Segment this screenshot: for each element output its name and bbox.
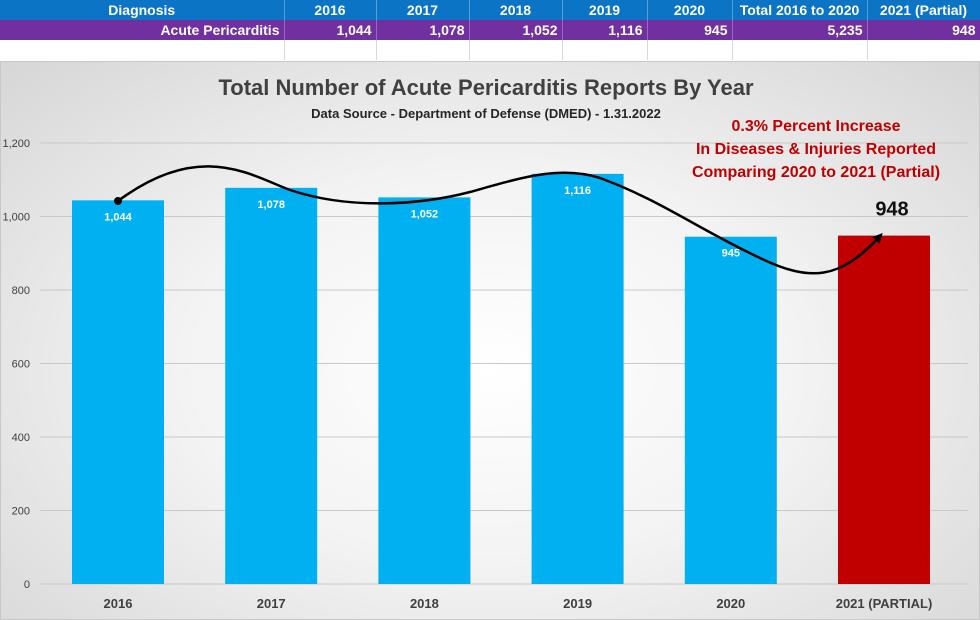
spreadsheet-table: Diagnosis 2016 2017 2018 2019 2020 Total 2016 … [0,0,980,60]
y-tick-label: 200 [12,506,30,518]
chart-title: Total Number of Acute Pericarditis Repor… [218,75,754,100]
bar-data-label: 1,052 [411,208,439,220]
table-header-cell: 2020 [647,0,733,20]
table-header-cell: 2017 [376,0,470,20]
x-category-label: 2018 [410,596,439,611]
table-row-label: Acute Pericarditis [0,20,285,40]
table-header-cell: 2018 [469,0,563,20]
x-category-label: 2017 [257,596,286,611]
table-row: Acute Pericarditis 1,044 1,078 1,052 1,116 94… [0,20,980,40]
x-category-label: 2020 [716,596,745,611]
table-header-row: Diagnosis 2016 2017 2018 2019 2020 Total 2016 … [0,0,980,20]
bar[interactable] [225,187,318,584]
chart-subtitle: Data Source - Department of Defense (DME… [311,106,661,121]
x-category-label: 2019 [563,596,592,611]
trend-arrow-start-dot [114,197,122,205]
bar-data-label: 1,044 [104,211,132,223]
y-tick-label: 600 [12,359,30,371]
table-cell: 1,052 [469,20,563,40]
table-header-cell: Diagnosis [0,0,285,20]
bar-data-label: 1,078 [257,199,285,211]
bar-data-label: 1,116 [564,185,591,197]
table-cell: 1,078 [376,20,470,40]
bar[interactable] [531,173,624,584]
x-category-label: 2021 (PARTIAL) [836,596,933,611]
table-blank-row [0,40,980,60]
y-tick-label: 800 [12,285,30,297]
highlight-data-label: 948 [875,199,908,221]
table-cell: 945 [647,20,733,40]
table-cell: 1,116 [562,20,648,40]
table-cell: 948 [867,20,980,40]
y-tick-label: 1,000 [2,212,30,224]
table-header-cell: Total 2016 to 2020 [732,0,868,20]
annotation-text: 0.3% Percent Increase [732,118,901,135]
table-cell: 1,044 [284,20,377,40]
trend-arrow [117,165,883,275]
annotation-text: In Diseases & Injuries Reported [696,141,936,158]
bar-data-label: 945 [722,248,740,260]
table-header-cell: 2019 [562,0,648,20]
table-header-cell: 2021 (Partial) [867,0,980,20]
bar[interactable] [72,200,164,584]
bar[interactable] [378,197,471,584]
table-cell: 5,235 [732,20,868,40]
annotation-text: Comparing 2020 to 2021 (Partial) [692,164,940,181]
bar[interactable] [684,236,777,584]
y-tick-label: 1,200 [2,138,30,150]
y-tick-label: 400 [12,432,30,444]
y-tick-label: 0 [24,579,30,591]
x-category-label: 2016 [104,596,133,611]
table-header-cell: 2016 [284,0,377,20]
bar[interactable] [838,235,930,585]
